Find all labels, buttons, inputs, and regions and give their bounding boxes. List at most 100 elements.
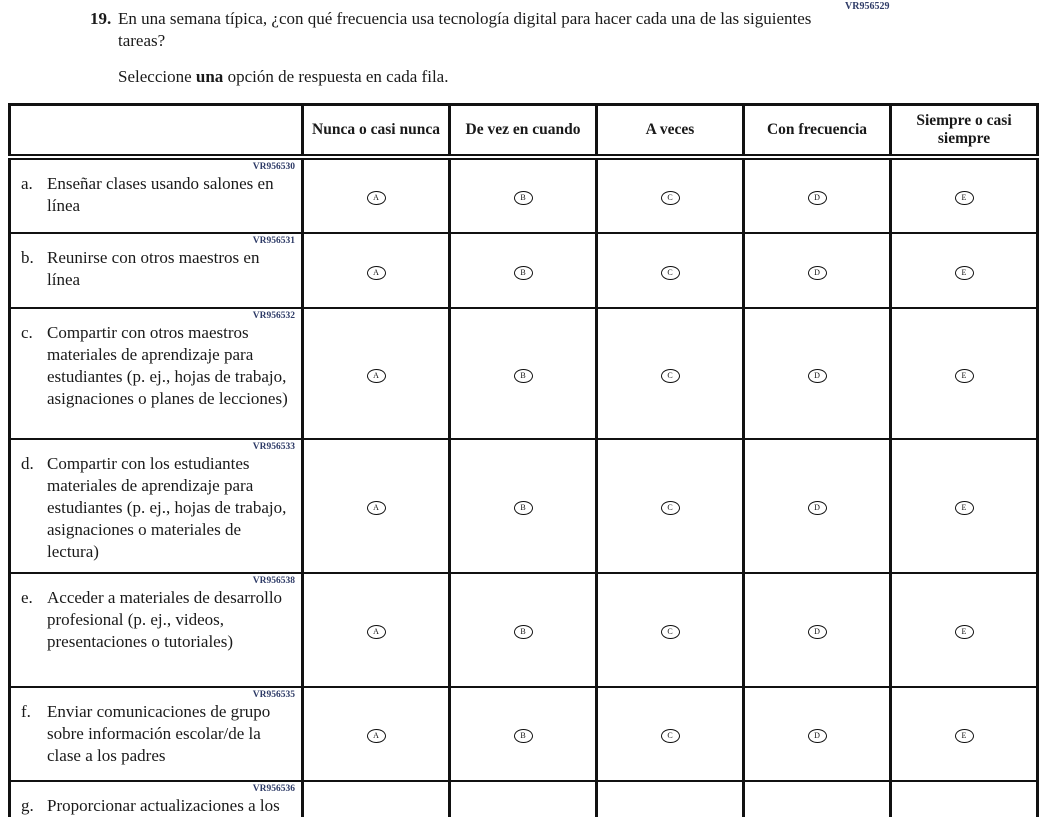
table-row: VR956530 a. Enseñar clases usando salone… bbox=[8, 156, 1039, 234]
option-d-bubble[interactable]: D bbox=[807, 501, 827, 515]
row-vr-code: VR956535 bbox=[252, 690, 295, 700]
option-d-bubble[interactable]: D bbox=[807, 265, 827, 280]
option-b-bubble[interactable]: B bbox=[513, 368, 533, 383]
option-c-bubble[interactable]: C bbox=[660, 625, 680, 639]
row-text: Compartir con otros maestros materiales … bbox=[47, 323, 288, 408]
option-c-bubble[interactable]: C bbox=[660, 368, 680, 383]
question-instruction: Seleccione una opción de respuesta en ca… bbox=[118, 66, 818, 88]
option-c-bubble[interactable]: C bbox=[660, 265, 680, 280]
option-cell: E bbox=[889, 572, 1039, 688]
row-text: Reunirse con otros maestros en línea bbox=[47, 248, 260, 289]
option-cell: D bbox=[742, 438, 892, 574]
option-cell: E bbox=[889, 156, 1039, 234]
option-cell: D bbox=[742, 232, 892, 309]
option-cell: E bbox=[889, 307, 1039, 440]
option-d-bubble[interactable]: D bbox=[807, 191, 827, 205]
option-a-bubble[interactable]: A bbox=[366, 729, 386, 743]
option-cell: C bbox=[595, 438, 745, 574]
row-stem-cell: VR956532 c. Compartir con otros maestros… bbox=[8, 307, 304, 440]
option-cell: A bbox=[301, 307, 451, 440]
option-cell: B bbox=[448, 232, 598, 309]
row-text: Compartir con los estudiantes materiales… bbox=[47, 454, 287, 561]
option-a-bubble[interactable]: A bbox=[366, 501, 386, 515]
option-b-bubble[interactable]: B bbox=[513, 625, 533, 639]
option-e-bubble[interactable]: E bbox=[954, 265, 974, 280]
instruction-suffix: opción de respuesta en cada fila. bbox=[223, 67, 449, 86]
question-text: En una semana típica, ¿con qué frecuenci… bbox=[118, 9, 812, 50]
option-cell: C bbox=[595, 232, 745, 309]
table-row: VR956531 b. Reunirse con otros maestros … bbox=[8, 232, 1039, 309]
option-b-bubble[interactable]: B bbox=[513, 729, 533, 743]
row-stem-cell: VR956531 b. Reunirse con otros maestros … bbox=[8, 232, 304, 309]
column-header-confrecuencia: Con frecuencia bbox=[742, 103, 892, 160]
option-cell: E bbox=[889, 438, 1039, 574]
instruction-prefix: Seleccione bbox=[118, 67, 196, 86]
row-letter: g. bbox=[21, 796, 34, 815]
option-cell: D bbox=[742, 686, 892, 782]
option-cell: C bbox=[595, 156, 745, 234]
option-e-bubble[interactable]: E bbox=[954, 625, 974, 639]
option-cell: A bbox=[301, 686, 451, 782]
option-d-bubble[interactable]: D bbox=[807, 729, 827, 743]
option-cell: C bbox=[595, 572, 745, 688]
column-header-nunca: Nunca o casi nunca bbox=[301, 103, 451, 160]
table-row: VR956535 f. Enviar comunicaciones de gru… bbox=[8, 686, 1039, 782]
option-c-bubble[interactable]: C bbox=[660, 729, 680, 743]
option-cell: A bbox=[301, 438, 451, 574]
option-cell: D bbox=[742, 572, 892, 688]
option-e-bubble[interactable]: E bbox=[954, 368, 974, 383]
option-c-bubble[interactable]: C bbox=[660, 501, 680, 515]
column-header-siempre: Siempre o casi siempre bbox=[889, 103, 1039, 160]
option-cell: A bbox=[301, 156, 451, 234]
row-vr-code: VR956536 bbox=[252, 784, 295, 794]
option-a-bubble[interactable]: A bbox=[366, 191, 386, 205]
row-letter: a. bbox=[21, 174, 33, 193]
row-letter: e. bbox=[21, 588, 33, 607]
option-cell: D bbox=[742, 780, 892, 817]
row-stem-cell: VR956538 e. Acceder a materiales de desa… bbox=[8, 572, 304, 688]
row-vr-code: VR956538 bbox=[252, 576, 295, 586]
option-cell: B bbox=[448, 572, 598, 688]
row-text: Acceder a materiales de desarrollo profe… bbox=[47, 588, 283, 651]
option-cell: D bbox=[742, 156, 892, 234]
table-row: VR956538 e. Acceder a materiales de desa… bbox=[8, 572, 1039, 688]
option-d-bubble[interactable]: D bbox=[807, 368, 827, 383]
option-d-bubble[interactable]: D bbox=[807, 625, 827, 639]
option-cell: B bbox=[448, 156, 598, 234]
row-letter: b. bbox=[21, 248, 34, 267]
option-cell: A bbox=[301, 780, 451, 817]
row-vr-code: VR956530 bbox=[252, 162, 295, 172]
response-matrix-table: Nunca o casi nunca De vez en cuando A ve… bbox=[8, 103, 1039, 817]
option-cell: C bbox=[595, 686, 745, 782]
row-text: Proporcionar actualizaciones a los padre… bbox=[47, 796, 280, 815]
option-b-bubble[interactable]: B bbox=[513, 191, 533, 205]
option-e-bubble[interactable]: E bbox=[954, 191, 974, 205]
option-a-bubble[interactable]: A bbox=[366, 265, 386, 280]
row-vr-code: VR956533 bbox=[252, 442, 295, 452]
option-cell: E bbox=[889, 780, 1039, 817]
option-cell: B bbox=[448, 307, 598, 440]
option-cell: A bbox=[301, 232, 451, 309]
table-row: VR956533 d. Compartir con los estudiante… bbox=[8, 438, 1039, 574]
option-cell: B bbox=[448, 780, 598, 817]
question-body: En una semana típica, ¿con qué frecuenci… bbox=[118, 8, 818, 88]
question-number: 19. bbox=[90, 9, 112, 28]
column-header-devez: De vez en cuando bbox=[448, 103, 598, 160]
row-stem-cell: VR956535 f. Enviar comunicaciones de gru… bbox=[8, 686, 304, 782]
row-stem-cell: VR956536 g. Proporcionar actualizaciones… bbox=[8, 780, 304, 817]
table-row: VR956532 c. Compartir con otros maestros… bbox=[8, 307, 1039, 440]
option-b-bubble[interactable]: B bbox=[513, 501, 533, 515]
option-c-bubble[interactable]: C bbox=[660, 191, 680, 205]
option-e-bubble[interactable]: E bbox=[954, 501, 974, 515]
row-stem-cell: VR956533 d. Compartir con los estudiante… bbox=[8, 438, 304, 574]
option-b-bubble[interactable]: B bbox=[513, 265, 533, 280]
row-text: Enseñar clases usando salones en línea bbox=[47, 174, 274, 215]
option-cell: B bbox=[448, 438, 598, 574]
option-e-bubble[interactable]: E bbox=[954, 729, 974, 743]
row-vr-code: VR956532 bbox=[252, 311, 295, 321]
column-header-aveces: A veces bbox=[595, 103, 745, 160]
option-a-bubble[interactable]: A bbox=[366, 368, 386, 383]
table-row: VR956536 g. Proporcionar actualizaciones… bbox=[8, 780, 1039, 817]
option-a-bubble[interactable]: A bbox=[366, 625, 386, 639]
